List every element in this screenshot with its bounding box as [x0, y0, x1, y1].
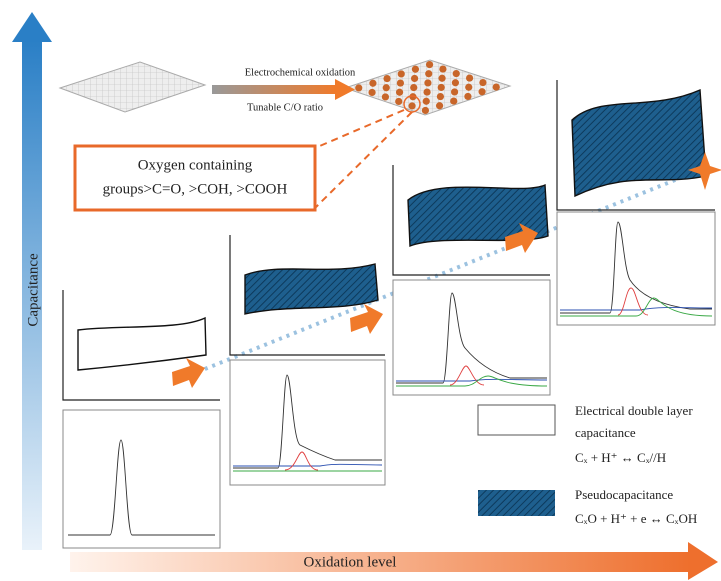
process-note: Tunable C/O ratio — [247, 102, 323, 113]
oxygen-dot — [452, 79, 459, 86]
oxygen-dot — [355, 84, 362, 91]
process-step: Electrochemical oxidation — [245, 67, 356, 78]
y-label: Capacitance — [25, 253, 41, 327]
oxygen-dot — [451, 88, 458, 95]
oxygen-dot — [408, 102, 415, 109]
cv-loop — [572, 90, 706, 196]
oxygen-dot — [410, 84, 417, 91]
oxygen-dot — [382, 93, 389, 100]
oxygen-dot — [411, 75, 418, 82]
oxygen-dot — [397, 79, 404, 86]
oxygen-dot — [369, 80, 376, 87]
oxygen-dot — [383, 84, 390, 91]
oxygen-dot — [478, 88, 485, 95]
diagram: Capacitance Oxidation level Electrochemi… — [0, 0, 721, 581]
oxygen-dot — [368, 89, 375, 96]
xps-panel — [63, 410, 220, 548]
oxygen-dot — [398, 70, 405, 77]
oxygen-dot — [438, 84, 445, 91]
oxygen-dot — [439, 65, 446, 72]
oxygen-dot — [425, 70, 432, 77]
cv-loop — [78, 318, 206, 370]
oxygen-dot — [493, 83, 500, 90]
oxygen-dot — [436, 102, 443, 109]
oxygen-dot — [422, 107, 429, 114]
legend-equation: Cₓ + H⁺ ↔ Cₓ//H — [575, 450, 666, 465]
legend-equation: CₓO + H⁺ + e ↔ CₓOH — [575, 511, 697, 526]
cv-loop — [245, 264, 378, 314]
oxidized-sheet — [345, 60, 510, 115]
oxygen-dot — [466, 74, 473, 81]
oxygen-dot — [396, 89, 403, 96]
oxygen-dot — [479, 79, 486, 86]
oxygen-dot — [465, 84, 472, 91]
legend-label: capacitance — [575, 425, 636, 440]
callout-line: groups>C=O, >COH, >COOH — [103, 181, 288, 197]
legend-swatch — [478, 490, 555, 516]
oxygen-dot — [438, 75, 445, 82]
oxygen-dot — [453, 70, 460, 77]
callout-line: Oxygen containing — [138, 157, 253, 173]
callout-lines — [315, 110, 412, 208]
legend-label: Electrical double layer — [575, 403, 693, 418]
oxygen-dot — [464, 93, 471, 100]
graphene-sheet — [60, 62, 205, 112]
legend-label: Pseudocapacitance — [575, 487, 673, 502]
oxygen-dot — [426, 61, 433, 68]
oxygen-dot — [423, 88, 430, 95]
oxygen-dot — [437, 93, 444, 100]
oxygen-dot — [395, 98, 402, 105]
oxygen-dot — [450, 97, 457, 104]
oxygen-dot — [412, 66, 419, 73]
oxygen-dot — [383, 75, 390, 82]
oxygen-dot — [424, 79, 431, 86]
x-label: Oxidation level — [304, 554, 397, 570]
process-arrow — [212, 79, 355, 100]
legend-swatch — [478, 405, 555, 435]
callout-box — [75, 146, 315, 210]
oxygen-dot — [423, 98, 430, 105]
